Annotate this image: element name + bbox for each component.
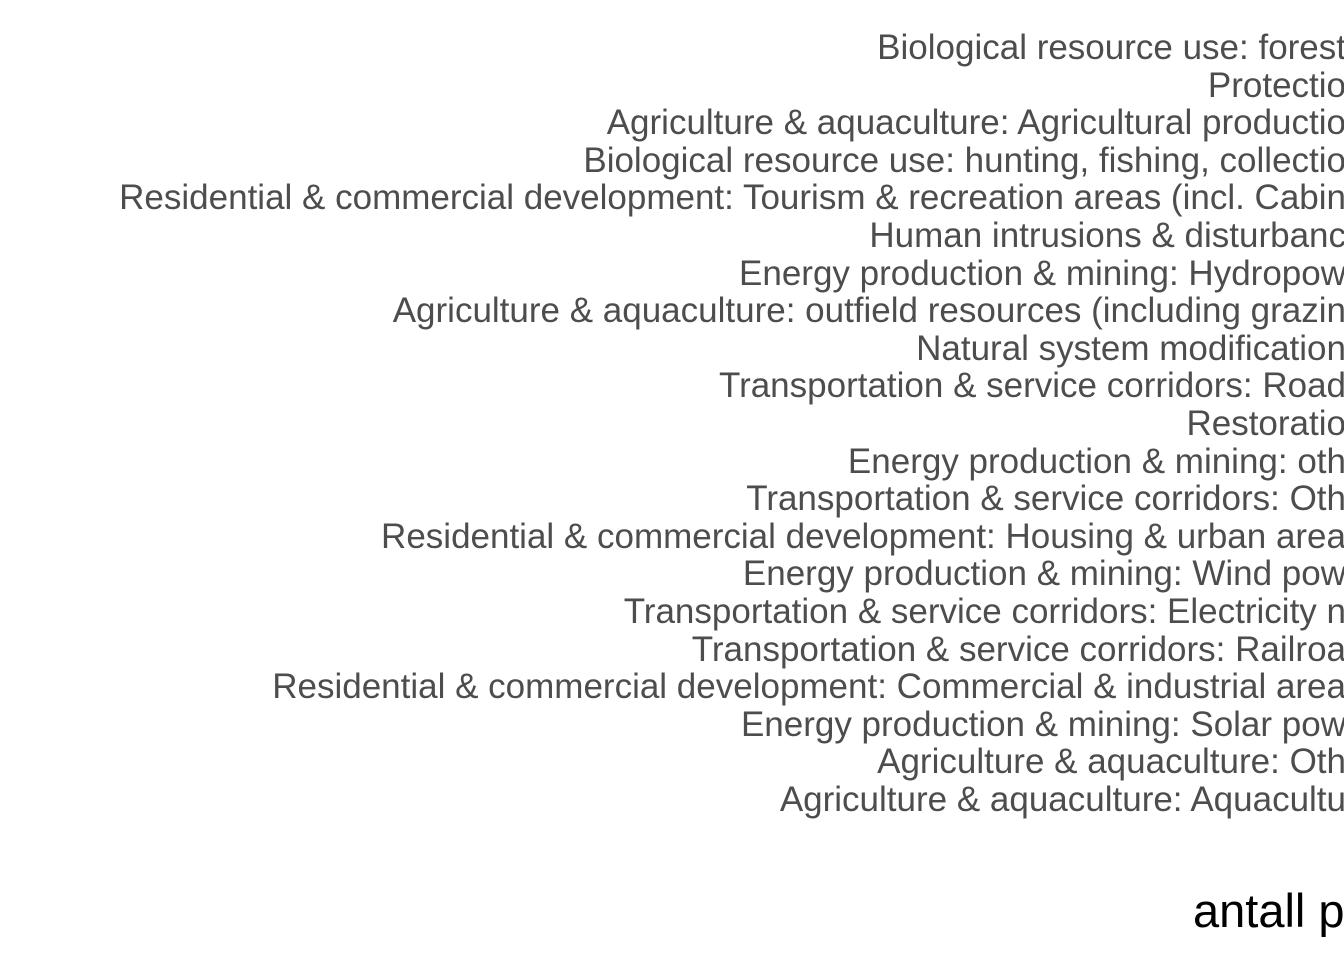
y-tick-label: Transportation & service corridors: Rail… (691, 629, 1344, 669)
y-tick-label: Energy production & mining: oth (847, 441, 1344, 481)
y-tick-label: Transportation & service corridors: Oth (746, 479, 1344, 519)
y-tick-label: Biological resource use: forest (877, 28, 1344, 67)
y-tick-label: Transportation & service corridors: Road (718, 366, 1344, 406)
y-tick-label: Energy production & mining: Solar pow (740, 704, 1344, 744)
y-tick-label: Transportation & service corridors: Elec… (623, 592, 1344, 631)
y-tick-label: Human intrusions & disturbanc (869, 216, 1344, 255)
y-tick-label: Energy production & mining: Hydropow (739, 253, 1344, 293)
y-tick-label: Protectio (1207, 65, 1344, 105)
y-tick-label: Agriculture & aquaculture: outfield reso… (392, 291, 1344, 331)
y-tick-label: Agriculture & aquaculture: Agricultural … (606, 103, 1344, 143)
y-tick-label: Agriculture & aquaculture: Aquacultu (779, 780, 1344, 819)
y-tick-label: Residential & commercial development: Ho… (381, 516, 1344, 556)
x-axis-title: antall p (1193, 884, 1344, 937)
y-tick-label: Natural system modification (916, 328, 1344, 368)
y-tick-label: Restoratio (1186, 404, 1344, 443)
y-tick-label: Residential & commercial development: Co… (272, 667, 1344, 707)
y-tick-label: Agriculture & aquaculture: Oth (877, 742, 1344, 782)
y-tick-label: Biological resource use: hunting, fishin… (583, 140, 1344, 180)
y-tick-label: Residential & commercial development: To… (119, 178, 1344, 218)
y-tick-label: Energy production & mining: Wind pow (742, 554, 1344, 594)
